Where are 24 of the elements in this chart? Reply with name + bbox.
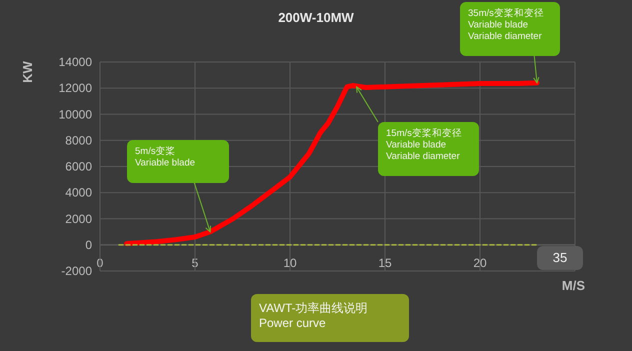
y-tick-label: -2000	[61, 264, 92, 278]
annotation: 5m/s变桨 Variable blade	[135, 145, 196, 168]
y-tick-label: 12000	[58, 81, 92, 96]
annotation: 35m/s变桨和变径 Variable blade Variable diameter	[468, 7, 544, 42]
annotation: 35	[552, 250, 568, 265]
x-axis-title: M/S	[562, 278, 586, 293]
x-tick-label: 20	[473, 256, 487, 270]
y-tick-label: 14000	[58, 55, 92, 69]
y-tick-label: 0	[85, 238, 92, 252]
annotation: VAWT-功率曲线说明 Power curve	[251, 294, 409, 342]
y-axis-title: KW	[20, 60, 35, 83]
y-tick-label: 6000	[65, 160, 92, 174]
y-tick-label: 10000	[58, 107, 92, 122]
annotation: 35m/s变桨和变径 Variable blade Variable diameter	[460, 2, 560, 84]
x-tick-label: 10	[283, 256, 297, 270]
annotation: 35	[537, 246, 583, 270]
x-tick-label: 15	[378, 256, 392, 270]
y-tick-label: 8000	[65, 133, 92, 148]
annotation: 15m/s变桨和变径 Variable blade Variable diameter	[356, 86, 479, 176]
y-tick-label: 2000	[65, 212, 92, 226]
y-tick-label: 4000	[65, 186, 92, 200]
chart-title: 200W-10MW	[278, 10, 355, 25]
annotation: 15m/s变桨和变径 Variable blade Variable diameter	[386, 127, 462, 162]
annotation: 5m/s变桨 Variable blade	[127, 140, 229, 233]
